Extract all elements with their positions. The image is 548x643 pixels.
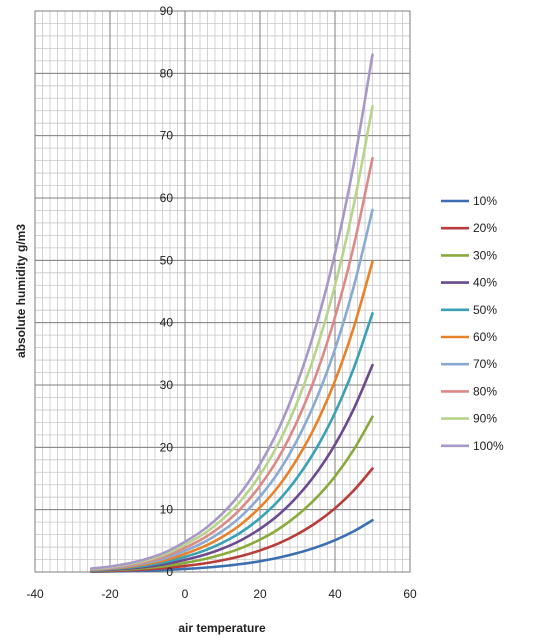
legend-label: 20% [473,221,497,235]
legend-label: 30% [473,248,497,262]
y-tick-label: 40 [160,316,174,330]
y-axis-title: absolute humidity g/m3 [14,224,28,358]
series-line-30pct [89,415,374,573]
y-tick-label: 10 [160,503,174,517]
y-tick-label: 30 [160,378,174,392]
x-tick-label: 0 [182,587,189,601]
series-line-100pct [89,53,374,570]
x-tick-label: -20 [101,587,119,601]
plot-frame [34,10,411,573]
y-tick-label: 70 [160,129,174,143]
y-tick-label: 80 [160,66,174,80]
x-tick-label: 60 [403,587,417,601]
y-tick-label: 0 [166,565,173,579]
y-tick-label: 60 [160,191,174,205]
series-lines [89,53,374,573]
legend-label: 80% [473,384,497,398]
x-tick-labels: -40 -20 0 20 40 60 [26,587,417,601]
y-tick-labels: 0 10 20 30 40 50 60 70 80 90 [160,4,174,579]
legend-label: 10% [473,194,497,208]
y-tick-label: 20 [160,440,174,454]
y-tick-label: 50 [160,253,174,267]
legend-label: 100% [473,439,504,453]
legend-label: 90% [473,412,497,426]
x-tick-label: -40 [26,587,44,601]
x-tick-label: 20 [253,587,267,601]
x-axis-title: air temperature [178,621,266,635]
legend-label: 50% [473,303,497,317]
y-tick-label: 90 [160,4,174,18]
x-tick-label: 40 [328,587,342,601]
legend-label: 40% [473,276,497,290]
legend-label: 70% [473,357,497,371]
legend: 10% 20% 30% 40% 50% 60% 70% 80% 90% 100% [441,194,504,453]
legend-label: 60% [473,330,497,344]
series-line-90pct [89,105,374,571]
